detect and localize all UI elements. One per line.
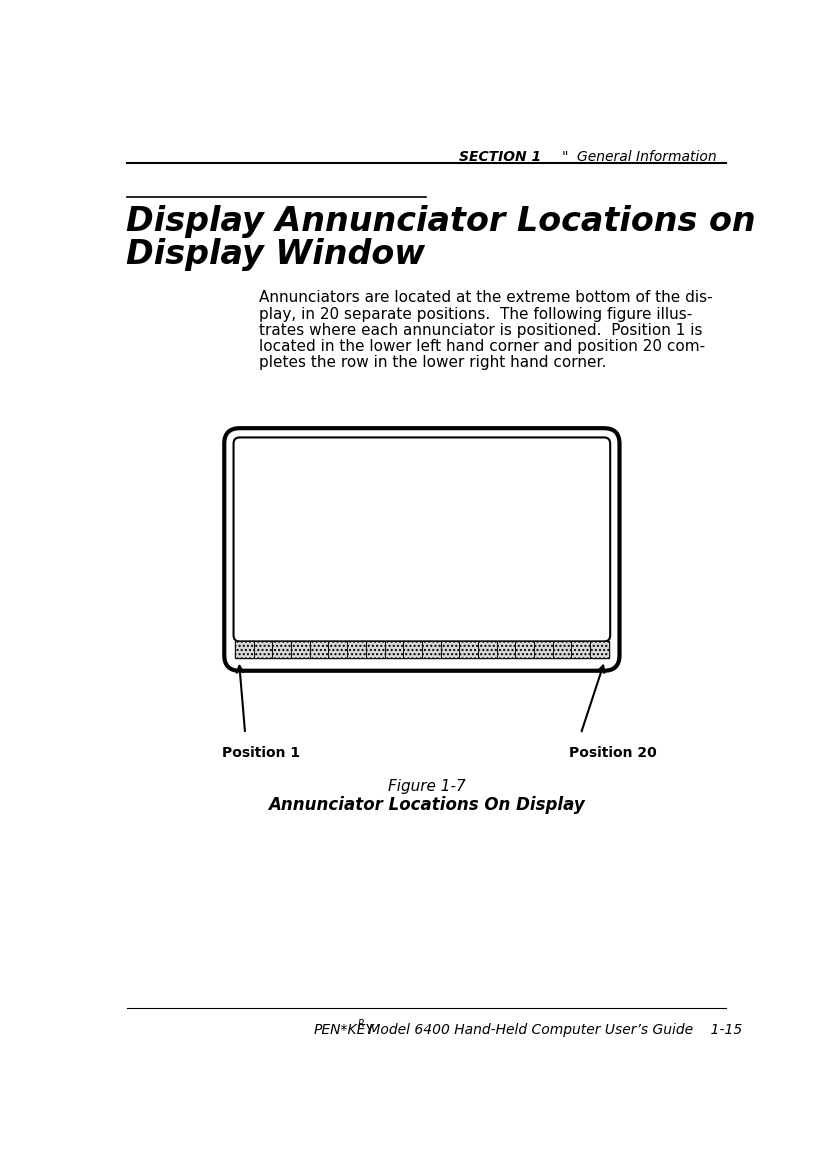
Bar: [403, 641, 421, 659]
Bar: [421, 641, 441, 659]
Bar: [347, 641, 366, 659]
Text: Annunciators are located at the extreme bottom of the dis-: Annunciators are located at the extreme …: [259, 290, 713, 306]
Text: R: R: [357, 1019, 364, 1028]
Bar: [552, 641, 571, 659]
Bar: [235, 641, 609, 659]
FancyBboxPatch shape: [224, 428, 620, 670]
Bar: [496, 641, 516, 659]
Text: General Information: General Information: [577, 150, 716, 164]
Text: ": ": [561, 150, 568, 164]
Bar: [272, 641, 291, 659]
Bar: [571, 641, 590, 659]
Text: trates where each annunciator is positioned.  Position 1 is: trates where each annunciator is positio…: [259, 323, 702, 338]
Bar: [478, 641, 496, 659]
Text: Position 20: Position 20: [569, 746, 657, 760]
Text: Position 1: Position 1: [222, 746, 300, 760]
Bar: [590, 641, 609, 659]
Bar: [385, 641, 403, 659]
Bar: [310, 641, 328, 659]
Text: located in the lower left hand corner and position 20 com-: located in the lower left hand corner an…: [259, 339, 706, 354]
Text: play, in 20 separate positions.  The following figure illus-: play, in 20 separate positions. The foll…: [259, 307, 692, 322]
Bar: [328, 641, 347, 659]
FancyBboxPatch shape: [233, 437, 611, 641]
Text: PEN*KEY: PEN*KEY: [313, 1024, 374, 1038]
Bar: [534, 641, 552, 659]
Text: pletes the row in the lower right hand corner.: pletes the row in the lower right hand c…: [259, 356, 606, 370]
Bar: [366, 641, 385, 659]
Bar: [291, 641, 310, 659]
Text: SECTION 1: SECTION 1: [459, 150, 541, 164]
Text: Display Annunciator Locations on: Display Annunciator Locations on: [126, 205, 756, 238]
Text: Figure 1-7: Figure 1-7: [388, 779, 466, 794]
Bar: [459, 641, 478, 659]
Text: Display Window: Display Window: [126, 238, 425, 271]
Text: Model 6400 Hand-Held Computer User’s Guide    1-15: Model 6400 Hand-Held Computer User’s Gui…: [364, 1024, 742, 1038]
Bar: [516, 641, 534, 659]
Bar: [254, 641, 272, 659]
Bar: [441, 641, 459, 659]
Text: Annunciator Locations On Display: Annunciator Locations On Display: [268, 796, 586, 815]
Bar: [235, 641, 254, 659]
